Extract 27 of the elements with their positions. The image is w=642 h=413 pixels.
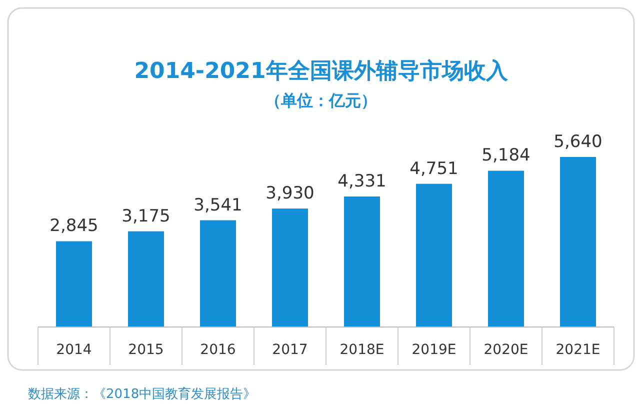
bar xyxy=(200,220,236,327)
x-tick-label: 2019E xyxy=(412,342,456,358)
data-label: 3,930 xyxy=(266,184,314,204)
x-tick-label: 2016 xyxy=(200,342,236,358)
x-tick-label: 2020E xyxy=(484,342,528,358)
bar xyxy=(272,208,308,327)
bar xyxy=(560,157,596,327)
x-tick-label: 2014 xyxy=(56,342,92,358)
x-tick-label: 2017 xyxy=(272,342,308,358)
bar xyxy=(416,184,452,327)
chart-title: 2014-2021年全国课外辅导市场收入 xyxy=(134,58,509,84)
bar xyxy=(128,231,164,327)
x-tick-label: 2015 xyxy=(128,342,164,358)
data-label: 4,751 xyxy=(410,158,458,179)
data-label: 2,845 xyxy=(50,216,98,236)
data-label: 5,640 xyxy=(554,132,602,152)
bar xyxy=(488,170,524,327)
data-label: 3,541 xyxy=(194,195,242,216)
data-label: 4,331 xyxy=(338,171,386,192)
source-note: 数据来源：《2018中国教育发展报告》 xyxy=(28,386,256,402)
bar xyxy=(344,196,380,327)
data-label: 5,184 xyxy=(482,146,530,166)
chart-subtitle: （单位：亿元） xyxy=(265,91,377,110)
bar xyxy=(56,241,92,327)
x-tick-label: 2018E xyxy=(340,342,384,358)
data-label: 3,175 xyxy=(122,206,170,226)
x-tick-label: 2021E xyxy=(556,342,600,358)
